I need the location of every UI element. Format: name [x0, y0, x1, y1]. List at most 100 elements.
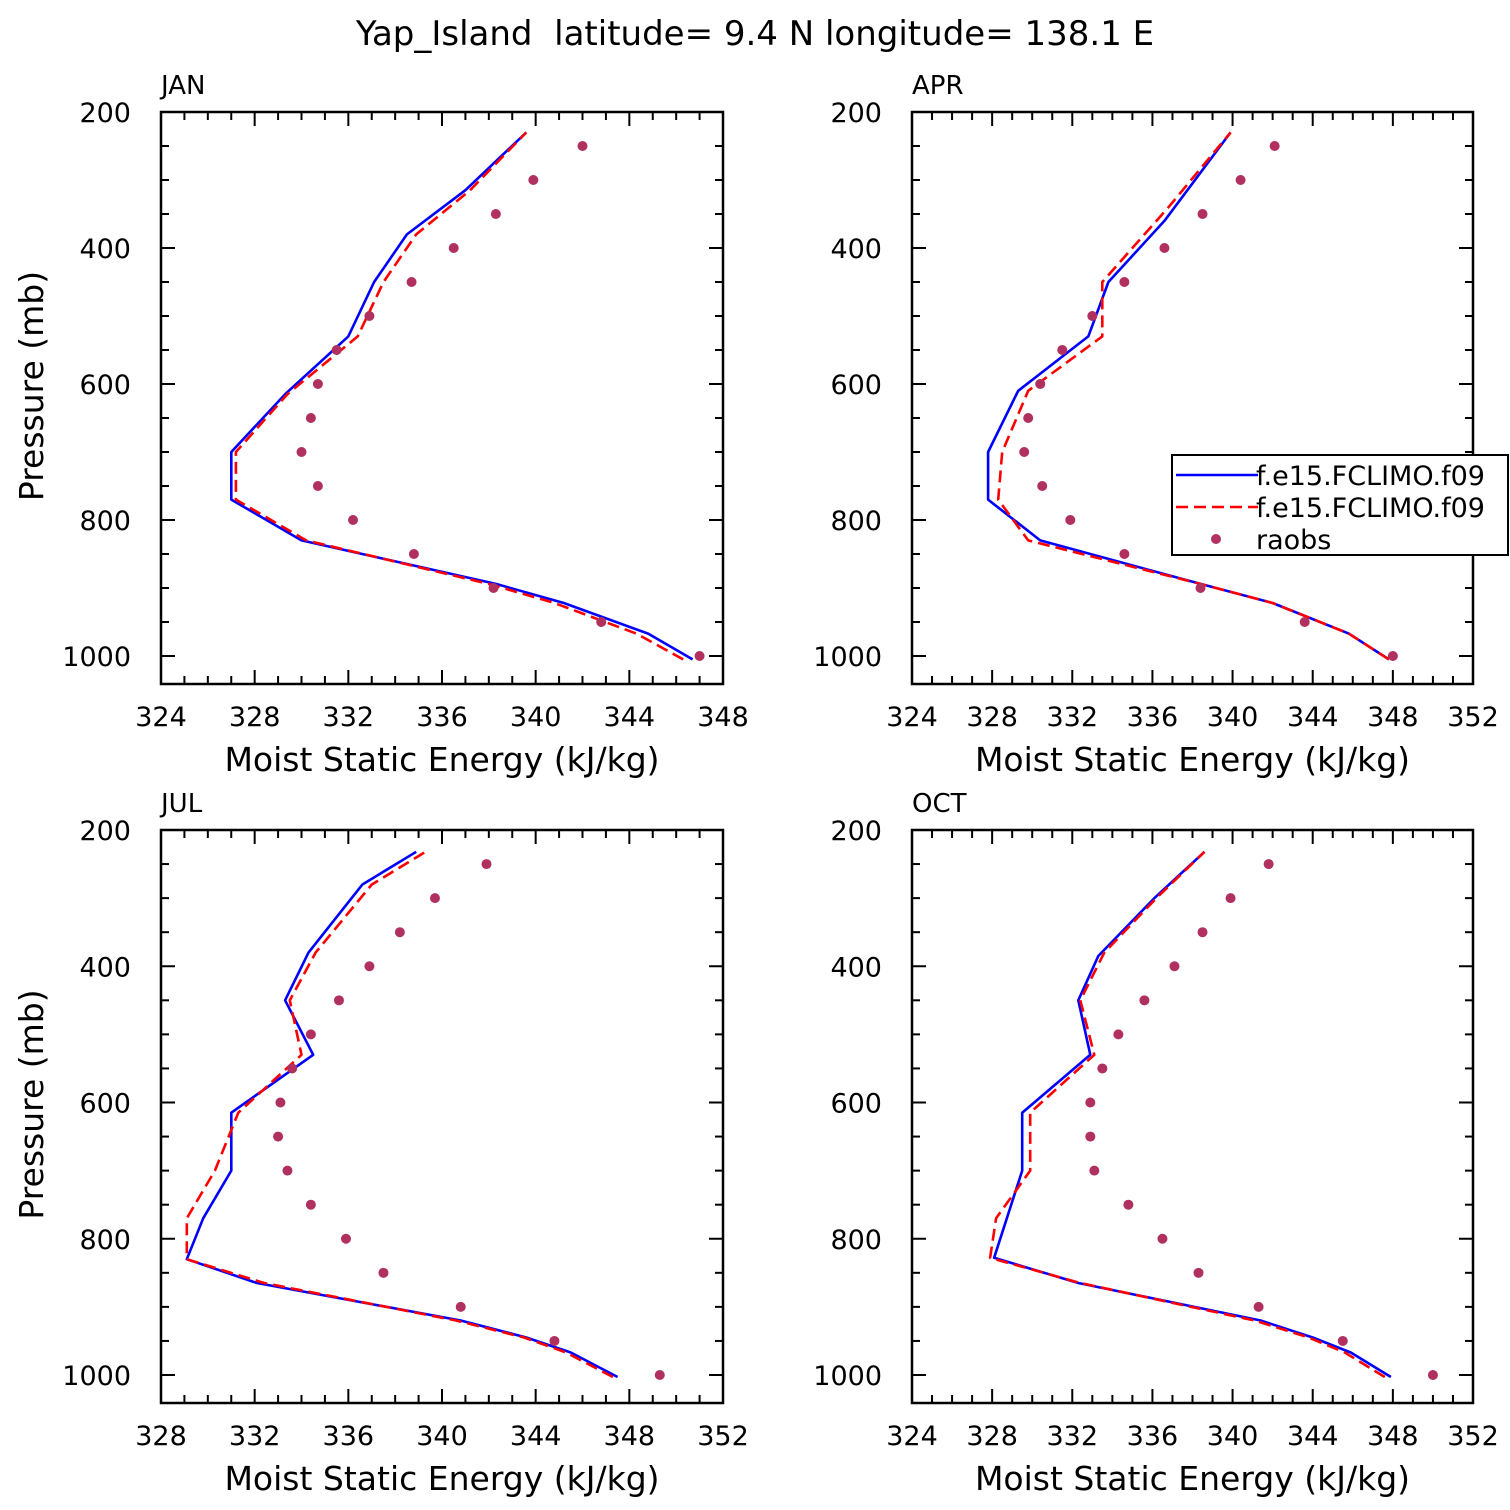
raobs-point	[455, 1301, 466, 1312]
raobs-point	[1065, 515, 1076, 525]
raobs-point	[1113, 1029, 1124, 1040]
raobs-point	[488, 583, 499, 593]
y-tick-label: 600	[830, 370, 882, 401]
raobs-point	[1087, 311, 1098, 321]
plot-frame	[910, 110, 1475, 686]
raobs-point	[1169, 961, 1180, 972]
y-tick-label: 1000	[813, 1361, 882, 1392]
panel-label: JAN	[159, 71, 205, 101]
x-tick-label: 340	[1207, 1421, 1259, 1452]
raobs-point	[1123, 1199, 1134, 1210]
panel-jul: JUL 328 332 336 340 344 348 352 200 400 600 800 1000…	[12, 789, 749, 1498]
raobs-point	[312, 481, 323, 491]
legend-label: raobs	[1256, 525, 1331, 556]
raobs-point	[1197, 927, 1208, 938]
raobs-point	[1263, 859, 1274, 870]
y-tick-label: 800	[830, 1225, 882, 1256]
x-tick-label: 336	[1127, 1421, 1179, 1452]
x-tick-label: 324	[886, 702, 938, 733]
x-tick-label: 348	[1367, 702, 1419, 733]
model-line-dashed	[185, 850, 614, 1379]
raobs-point	[1119, 277, 1130, 287]
raobs-point	[1235, 175, 1246, 185]
raobs-point	[1253, 1301, 1264, 1312]
y-axis-label: Pressure (mb)	[12, 989, 51, 1219]
x-tick-label: 340	[416, 1421, 468, 1452]
x-tick-label: 336	[323, 1421, 375, 1452]
raobs-point	[528, 175, 539, 185]
raobs-point	[1097, 1063, 1108, 1074]
panels: JAN 324 328 332 336 340 344 348 200 400 600 800 1000…	[12, 71, 1499, 1498]
x-tick-label: 336	[416, 702, 468, 733]
x-tick-label: 324	[886, 1421, 938, 1452]
x-tick-label: 332	[323, 702, 375, 733]
raobs-point	[1427, 1370, 1438, 1380]
raobs-point	[333, 995, 344, 1006]
x-tick-label: 352	[697, 1421, 749, 1452]
series-group	[230, 131, 705, 661]
raobs-point	[305, 1029, 316, 1040]
raobs-point	[305, 1199, 316, 1210]
x-tick-label: 348	[697, 702, 749, 733]
raobs-point	[1387, 651, 1398, 661]
y-tick-label: 800	[830, 506, 882, 537]
figure-title: Yap_Island latitude= 9.4 N longitude= 13…	[355, 14, 1154, 54]
raobs-point	[1337, 1335, 1348, 1346]
x-tick-label: 328	[229, 702, 281, 733]
raobs-point	[448, 243, 459, 253]
x-tick-label: 340	[1207, 702, 1259, 733]
raobs-point	[596, 617, 607, 627]
raobs-point	[1037, 481, 1048, 491]
raobs-point	[1057, 345, 1068, 355]
raobs-point	[1195, 583, 1206, 593]
raobs-point	[1085, 1131, 1096, 1142]
series-group	[988, 850, 1438, 1380]
panel-label: APR	[912, 71, 964, 101]
series-group	[986, 131, 1398, 661]
raobs-point	[1157, 1233, 1168, 1244]
x-tick-label: 328	[135, 1421, 187, 1452]
raobs-point	[296, 447, 307, 457]
raobs-point	[406, 277, 417, 287]
y-tick-label: 600	[79, 370, 131, 401]
raobs-point	[549, 1335, 560, 1346]
raobs-point	[1197, 209, 1208, 219]
x-axis-label: Moist Static Energy (kJ/kg)	[224, 1459, 659, 1498]
y-tick-label: 1000	[62, 642, 131, 673]
x-tick-label: 348	[604, 1421, 656, 1452]
model-line-dashed	[996, 131, 1390, 661]
plot-frame	[910, 828, 1475, 1405]
raobs-point	[429, 893, 440, 904]
x-tick-label: 344	[1287, 702, 1339, 733]
x-tick-label: 332	[1047, 1421, 1099, 1452]
x-tick-label: 344	[510, 1421, 562, 1452]
y-tick-label: 800	[79, 506, 131, 537]
raobs-point	[273, 1131, 284, 1142]
raobs-point	[275, 1097, 286, 1108]
raobs-point	[694, 651, 705, 661]
y-tick-label: 1000	[813, 642, 882, 673]
raobs-point	[490, 209, 501, 219]
x-axis-label: Moist Static Energy (kJ/kg)	[975, 740, 1410, 779]
x-axis-label: Moist Static Energy (kJ/kg)	[224, 740, 659, 779]
raobs-point	[1225, 893, 1236, 904]
raobs-point	[654, 1370, 665, 1380]
panel-label: OCT	[912, 789, 967, 819]
raobs-point	[408, 549, 419, 559]
series-group	[185, 850, 665, 1380]
y-axis-label: Pressure (mb)	[12, 271, 51, 501]
raobs-point	[1023, 413, 1034, 423]
x-tick-label: 352	[1447, 702, 1499, 733]
raobs-point	[378, 1267, 389, 1278]
x-tick-label: 328	[966, 1421, 1018, 1452]
model-line-dashed	[988, 850, 1386, 1379]
raobs-point	[287, 1063, 298, 1074]
x-tick-label: 332	[1047, 702, 1099, 733]
y-tick-label: 800	[79, 1225, 131, 1256]
x-tick-label: 336	[1127, 702, 1179, 733]
raobs-point	[1035, 379, 1046, 389]
x-axis-label: Moist Static Energy (kJ/kg)	[975, 1459, 1410, 1498]
plot-frame	[159, 110, 725, 686]
x-tick-label: 352	[1447, 1421, 1499, 1452]
